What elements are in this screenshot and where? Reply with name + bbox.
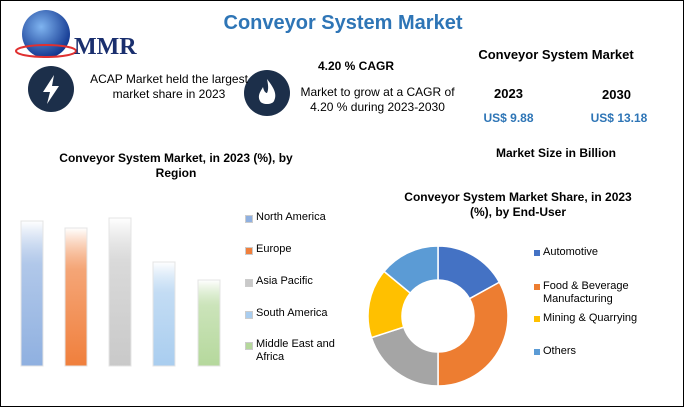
legend-swatch [534, 349, 540, 355]
flame-shape [258, 79, 276, 104]
bar [20, 220, 44, 367]
legend-swatch [245, 342, 253, 350]
legend-label: Mining & Quarrying [543, 312, 638, 324]
chart-title: Conveyor System Market Share, in 2023 (%… [404, 190, 632, 219]
bolt-shape [43, 75, 59, 104]
bar [108, 217, 132, 367]
legend-label: Food & Beverage Manufacturing [543, 280, 629, 305]
donut-segment [383, 245, 439, 295]
bar [197, 279, 221, 367]
market-value: US$ 9.88 [483, 111, 534, 125]
legend-swatch [534, 316, 540, 322]
highlight-text: Market to grow at a CAGR of 4.20 % durin… [300, 85, 455, 114]
legend-label: South America [256, 307, 328, 319]
year: 2023 [494, 86, 523, 101]
highlight-heading: 4.20 % CAGR [317, 59, 395, 73]
donut-segment [370, 326, 439, 387]
legend-label: Europe [256, 243, 292, 255]
chart-title: Conveyor System Market, in 2023 (%), by … [59, 151, 293, 180]
bar [64, 227, 88, 367]
legend-swatch [534, 250, 540, 256]
title: Conveyor System Market [223, 12, 463, 34]
bar [152, 261, 176, 367]
logo-text: MMR [74, 34, 137, 60]
legend-swatch [245, 311, 253, 319]
year: 2030 [602, 87, 631, 102]
legend-label: Others [543, 345, 577, 357]
legend-swatch [245, 215, 253, 223]
donut-segment [437, 281, 509, 387]
legend-swatch [245, 247, 253, 255]
logo-ring [15, 44, 77, 58]
legend-swatch [245, 279, 253, 287]
highlight-text: ACAP Market held the largest market shar… [90, 72, 248, 101]
market-size-caption: Market Size in Billion [495, 146, 617, 160]
legend-label: North America [256, 211, 326, 223]
legend-label: Asia Pacific [256, 275, 313, 287]
legend-label: Automotive [543, 246, 599, 258]
market-value: US$ 13.18 [590, 111, 648, 125]
legend-swatch [534, 284, 540, 290]
legend-label: Middle East and Africa [256, 338, 335, 363]
market-size-title: Conveyor System Market [478, 47, 634, 62]
logo-globe [22, 10, 70, 58]
